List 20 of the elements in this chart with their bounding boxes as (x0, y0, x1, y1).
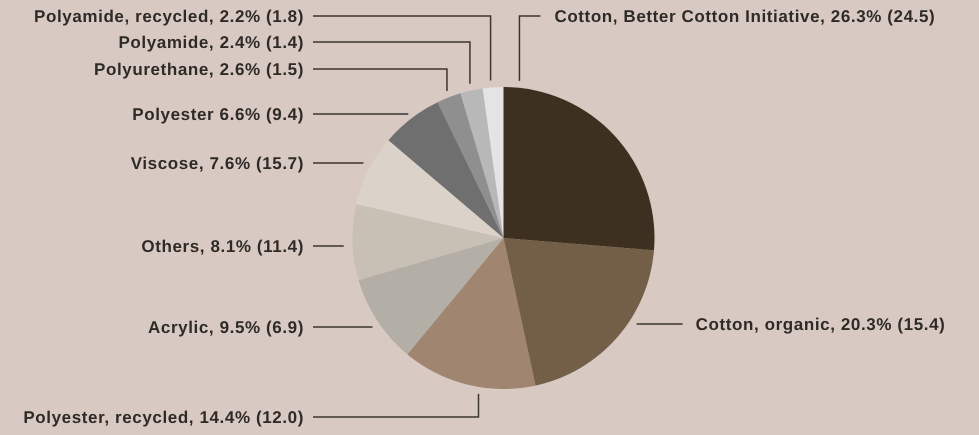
slice-label: Cotton, Better Cotton Initiative, 26.3% (24.5) (554, 6, 936, 26)
slice-label: Viscose, 7.6% (15.7) (130, 154, 304, 172)
pie-slice (437, 93, 504, 238)
pie-slice (407, 238, 536, 389)
slice-label: Cotton, organic, 20.3% (15.4) (696, 314, 946, 334)
pie-slice (482, 87, 504, 238)
slice-label: Polyurethane, 2.6% (1.5) (94, 60, 304, 78)
pie-slice (352, 204, 504, 280)
slice-label: Polyester 6.6% (9.4) (132, 104, 304, 124)
slice-label: Others, 8.1% (11.4) (141, 236, 304, 256)
pie-slice (388, 102, 504, 238)
slice-label: Polyamide, 2.4% (1.4) (118, 32, 304, 52)
pie-slice (460, 88, 504, 238)
slice-label: Polyester, recycled, 14.4% (12.0) (23, 408, 304, 426)
slice-label: Acrylic, 9.5% (6.9) (148, 318, 304, 336)
slice-label: Polyamide, recycled, 2.2% (1.8) (34, 6, 304, 26)
pie-slice (504, 238, 654, 386)
pie-slice (504, 87, 654, 250)
pie-slice (358, 238, 504, 354)
pie-slice (356, 140, 504, 238)
